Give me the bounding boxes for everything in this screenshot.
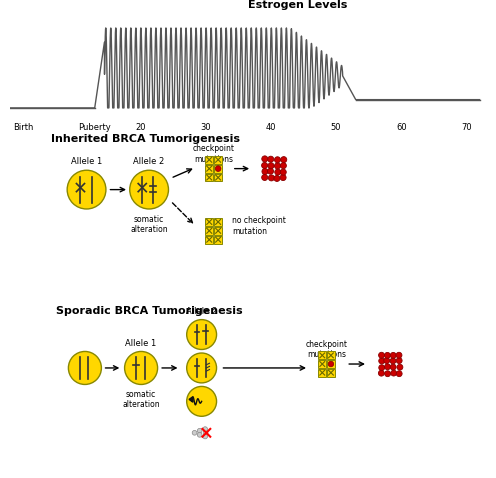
Text: Allele 1: Allele 1 bbox=[125, 338, 157, 348]
Text: Birth: Birth bbox=[13, 123, 33, 131]
Text: Puberty: Puberty bbox=[78, 123, 111, 131]
Circle shape bbox=[262, 174, 268, 181]
FancyBboxPatch shape bbox=[214, 227, 222, 235]
FancyBboxPatch shape bbox=[214, 164, 222, 173]
Text: 70: 70 bbox=[461, 123, 472, 131]
Text: 40: 40 bbox=[265, 123, 276, 131]
FancyBboxPatch shape bbox=[327, 351, 335, 359]
Circle shape bbox=[396, 371, 402, 377]
Circle shape bbox=[68, 351, 101, 384]
Text: Allele 1: Allele 1 bbox=[71, 157, 102, 166]
Circle shape bbox=[67, 170, 106, 209]
Text: 50: 50 bbox=[331, 123, 341, 131]
Circle shape bbox=[130, 170, 169, 209]
FancyBboxPatch shape bbox=[318, 351, 326, 359]
FancyBboxPatch shape bbox=[327, 360, 335, 368]
Circle shape bbox=[203, 431, 208, 435]
Circle shape bbox=[268, 175, 274, 181]
Circle shape bbox=[197, 428, 202, 433]
Circle shape bbox=[186, 320, 217, 349]
Circle shape bbox=[384, 352, 390, 358]
Circle shape bbox=[203, 434, 207, 439]
Circle shape bbox=[280, 169, 286, 175]
Circle shape bbox=[384, 364, 390, 369]
Polygon shape bbox=[189, 397, 193, 402]
Circle shape bbox=[124, 351, 158, 384]
Circle shape bbox=[384, 358, 390, 364]
Circle shape bbox=[378, 370, 384, 376]
Circle shape bbox=[379, 365, 385, 370]
FancyBboxPatch shape bbox=[318, 360, 326, 368]
Text: somatic
alteration: somatic alteration bbox=[123, 390, 160, 409]
Circle shape bbox=[391, 370, 397, 376]
Circle shape bbox=[280, 163, 286, 169]
Text: checkpoint
mutations: checkpoint mutations bbox=[306, 340, 348, 359]
Text: 30: 30 bbox=[200, 123, 211, 131]
Circle shape bbox=[267, 168, 274, 174]
Circle shape bbox=[262, 156, 268, 162]
Text: Allele 2: Allele 2 bbox=[186, 307, 217, 315]
FancyBboxPatch shape bbox=[318, 369, 326, 377]
Circle shape bbox=[390, 358, 396, 364]
Circle shape bbox=[261, 163, 268, 168]
Circle shape bbox=[192, 431, 197, 435]
Circle shape bbox=[328, 361, 334, 367]
Circle shape bbox=[274, 175, 280, 182]
Circle shape bbox=[186, 386, 217, 416]
Circle shape bbox=[274, 157, 281, 163]
Text: Allele 2: Allele 2 bbox=[133, 157, 165, 166]
Circle shape bbox=[396, 352, 402, 358]
Text: 60: 60 bbox=[396, 123, 407, 131]
Circle shape bbox=[262, 168, 268, 174]
Circle shape bbox=[396, 358, 402, 364]
Text: somatic
alteration: somatic alteration bbox=[130, 215, 168, 234]
Circle shape bbox=[390, 364, 396, 370]
FancyBboxPatch shape bbox=[205, 164, 213, 173]
FancyBboxPatch shape bbox=[327, 369, 335, 377]
Circle shape bbox=[378, 352, 384, 358]
Text: Estrogen Levels: Estrogen Levels bbox=[248, 0, 347, 10]
Circle shape bbox=[186, 353, 217, 383]
Text: Sporadic BRCA Tumorigenesis: Sporadic BRCA Tumorigenesis bbox=[56, 306, 243, 316]
FancyBboxPatch shape bbox=[205, 218, 213, 226]
Circle shape bbox=[268, 163, 274, 169]
Circle shape bbox=[280, 174, 286, 181]
FancyBboxPatch shape bbox=[214, 156, 222, 164]
Circle shape bbox=[274, 163, 281, 169]
Circle shape bbox=[379, 358, 384, 364]
Circle shape bbox=[197, 433, 202, 437]
Circle shape bbox=[385, 371, 390, 377]
Text: no checkpoint
mutation: no checkpoint mutation bbox=[232, 216, 286, 236]
FancyBboxPatch shape bbox=[205, 156, 213, 164]
FancyBboxPatch shape bbox=[205, 236, 213, 244]
FancyBboxPatch shape bbox=[205, 227, 213, 235]
Text: 20: 20 bbox=[135, 123, 146, 131]
FancyBboxPatch shape bbox=[214, 218, 222, 226]
FancyBboxPatch shape bbox=[214, 236, 222, 244]
Circle shape bbox=[397, 364, 403, 370]
FancyBboxPatch shape bbox=[205, 174, 213, 182]
Circle shape bbox=[281, 157, 287, 163]
Text: Inherited BRCA Tumorigenesis: Inherited BRCA Tumorigenesis bbox=[51, 134, 240, 144]
Circle shape bbox=[390, 352, 396, 358]
Circle shape bbox=[215, 166, 221, 172]
Circle shape bbox=[275, 169, 281, 175]
Circle shape bbox=[203, 427, 207, 432]
Text: checkpoint
mutations: checkpoint mutations bbox=[192, 144, 235, 164]
Circle shape bbox=[268, 156, 274, 162]
FancyBboxPatch shape bbox=[214, 174, 222, 182]
